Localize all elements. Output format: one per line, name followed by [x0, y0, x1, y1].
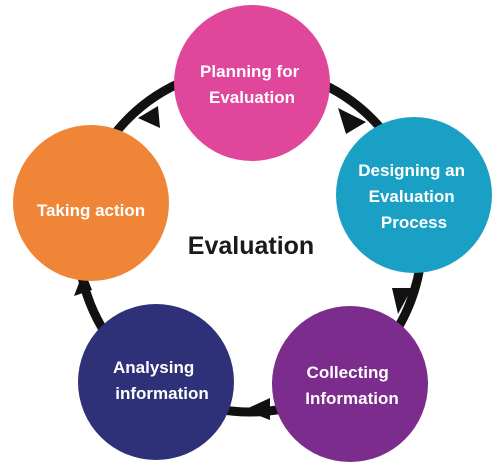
svg-text:Planning for Evaluation: Planning for Evaluation — [200, 62, 304, 107]
node-collecting-circle — [272, 306, 428, 462]
node-taking: Taking action — [13, 125, 169, 281]
svg-text:Taking action: Taking action — [37, 201, 145, 220]
node-collecting-line-2: Information — [305, 389, 399, 408]
node-taking-line-1: Taking action — [37, 201, 145, 220]
cycle-arrows — [74, 106, 412, 420]
arrow-designing-to-collecting — [392, 288, 412, 314]
svg-text:Collecting Information: Collecting Information — [305, 363, 399, 408]
arrow-analysing-to-taking — [74, 270, 92, 296]
node-designing-line-1: Designing an — [358, 161, 465, 180]
node-analysing-line-2: information — [115, 384, 209, 403]
node-planning-line-2: Evaluation — [209, 88, 295, 107]
node-analysing-line-1: Analysing — [113, 358, 194, 377]
center-label: Evaluation — [188, 232, 314, 260]
node-planning-circle — [174, 5, 330, 161]
svg-text:Designing an Evaluation: Designing an Evaluation Process — [358, 161, 469, 232]
node-designing: Designing an Evaluation Process — [336, 117, 492, 273]
node-analysing-circle — [78, 304, 234, 460]
node-collecting: Collecting Information — [272, 306, 428, 462]
node-taking-circle — [13, 125, 169, 281]
node-planning-line-1: Planning for — [200, 62, 300, 81]
node-collecting-line-1: Collecting — [307, 363, 389, 382]
node-designing-line-2: Evaluation — [369, 187, 455, 206]
arrow-taking-to-planning — [138, 106, 160, 128]
node-planning: Planning for Evaluation — [174, 5, 330, 161]
arrow-planning-to-designing — [338, 108, 366, 134]
node-analysing: Analysing information — [78, 304, 234, 460]
arrow-collecting-to-analysing — [244, 398, 270, 420]
node-designing-circle — [336, 117, 492, 273]
svg-text:Analysing information: Analysing information — [113, 358, 209, 403]
node-designing-line-3: Process — [381, 213, 447, 232]
